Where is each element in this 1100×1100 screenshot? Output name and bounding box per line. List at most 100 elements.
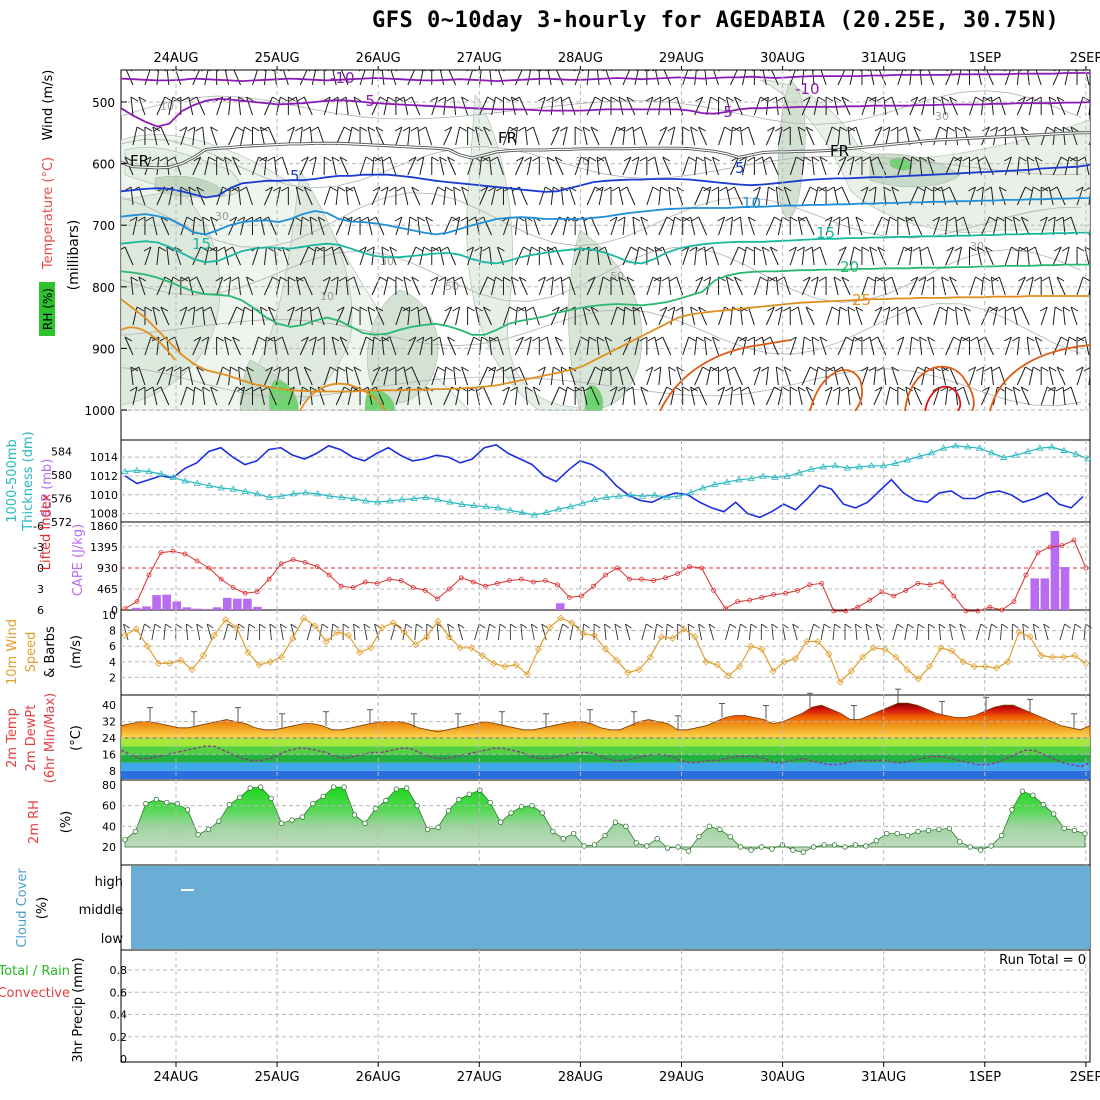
wind10-barb <box>498 623 501 641</box>
wind10-marker <box>601 645 610 653</box>
wind-barb-flag <box>460 216 468 222</box>
wind-barb <box>622 70 631 86</box>
wind-barb-flag <box>275 156 283 162</box>
wind-barb-flag <box>447 336 455 342</box>
wind-barb-flag <box>889 386 898 392</box>
wind-barb <box>990 366 994 386</box>
wind10-barb-flag <box>290 623 298 629</box>
wind-barb <box>658 386 668 406</box>
wind-barb <box>869 246 875 266</box>
wind-barb-flag <box>661 276 669 282</box>
wind-barb-flag <box>668 366 676 372</box>
date-label-bottom: 26AUG <box>356 1070 401 1085</box>
wind-barb <box>909 366 919 386</box>
wind-barb-flag <box>812 246 821 252</box>
wind-barb-flag <box>424 70 428 72</box>
wind-barb-flag <box>1021 126 1029 132</box>
wind-barb-flag <box>1033 96 1042 102</box>
wind10-marker <box>1026 633 1034 641</box>
wind10-tick-label: 8 <box>109 625 116 638</box>
wind-barb-flag <box>962 156 970 162</box>
wind-barb-flag <box>956 386 964 392</box>
thickness-marker <box>819 463 827 470</box>
wind-barb-flag <box>196 186 204 192</box>
isotherm-label: 10 <box>742 194 761 212</box>
wind-barb-flag <box>547 246 556 252</box>
wind-barb-flag <box>159 156 168 162</box>
wind10-barb-flag <box>823 623 831 629</box>
wind-barb-flag <box>129 70 133 72</box>
wind-barb-flag <box>927 156 935 162</box>
wind-barb-flag <box>662 156 670 162</box>
wind10-barb <box>486 623 490 641</box>
li-marker <box>218 576 224 582</box>
wind-barb <box>1085 70 1090 86</box>
wind-barb-flag <box>802 276 811 282</box>
rh2m-marker <box>216 818 222 824</box>
li-marker <box>675 571 680 576</box>
rh2m-marker <box>560 836 566 842</box>
wind-barb <box>590 306 600 326</box>
wind-barb-flag <box>1091 277 1098 281</box>
wind-barb <box>1012 306 1018 326</box>
wind-barb <box>502 386 510 406</box>
wind-barb-flag <box>660 186 669 192</box>
wind-barb <box>1016 186 1026 206</box>
rh-contour <box>121 303 1082 355</box>
wind-barb-flag <box>1027 70 1031 72</box>
wind-barb-flag <box>1055 386 1064 392</box>
wind-barb <box>160 216 170 236</box>
rh2m-marker <box>925 827 932 834</box>
li-marker <box>531 579 536 585</box>
wind-barb <box>718 216 726 236</box>
wind-barb-flag <box>603 366 612 372</box>
li-marker <box>663 575 668 581</box>
wind-barb-flag <box>1034 336 1043 342</box>
wind-barb <box>861 276 869 296</box>
wind10-barb <box>279 623 284 641</box>
wind-barb-flag <box>833 276 842 282</box>
wind-barb <box>202 306 206 326</box>
wind-barb-flag <box>867 276 876 282</box>
wind-barb-flag <box>790 216 798 222</box>
isotherm-label: 15 <box>192 235 211 253</box>
wind-barb <box>483 306 492 326</box>
wind-barb <box>730 386 733 406</box>
wind-barb-flag <box>868 96 877 102</box>
wind-barb <box>496 156 504 176</box>
li-marker <box>651 578 656 583</box>
thickness-marker <box>518 508 526 516</box>
temp-area <box>120 702 1091 739</box>
wind-barb-flag <box>790 386 798 392</box>
wind-barb-flag <box>976 366 984 372</box>
thickness-marker <box>879 461 888 469</box>
wind-barb <box>367 216 373 236</box>
wind-barb <box>927 156 935 176</box>
wind10-barb-flag <box>855 623 862 629</box>
date-label-bottom: 28AUG <box>558 1070 603 1085</box>
wind10-barb <box>987 623 992 641</box>
wind-barb <box>622 156 632 176</box>
wind-barb-flag <box>1068 336 1077 342</box>
wind-barb <box>949 276 959 296</box>
wind-barb <box>753 276 761 296</box>
wind-barb-flag <box>883 186 892 192</box>
label-cloud-units: (%) <box>35 897 50 920</box>
wind-barb-flag <box>153 386 162 392</box>
wind10-barb <box>708 623 714 641</box>
wind-barb-flag <box>805 306 814 312</box>
wind-barb <box>632 126 636 146</box>
wind10-barb <box>363 623 368 641</box>
wind-barb-flag <box>331 336 340 342</box>
wind-barb <box>590 386 600 406</box>
wind-barb <box>407 306 411 326</box>
wind-barb <box>311 336 317 356</box>
wind-barb-flag <box>702 366 710 372</box>
wind-barb <box>395 126 403 146</box>
wind-barb-flag <box>453 186 461 192</box>
wind-barb <box>1027 70 1030 86</box>
wind-barb-flag <box>891 366 900 372</box>
wind-barb-flag <box>782 216 790 222</box>
wind-barb <box>299 126 303 146</box>
wind-barb-flag <box>373 336 382 342</box>
